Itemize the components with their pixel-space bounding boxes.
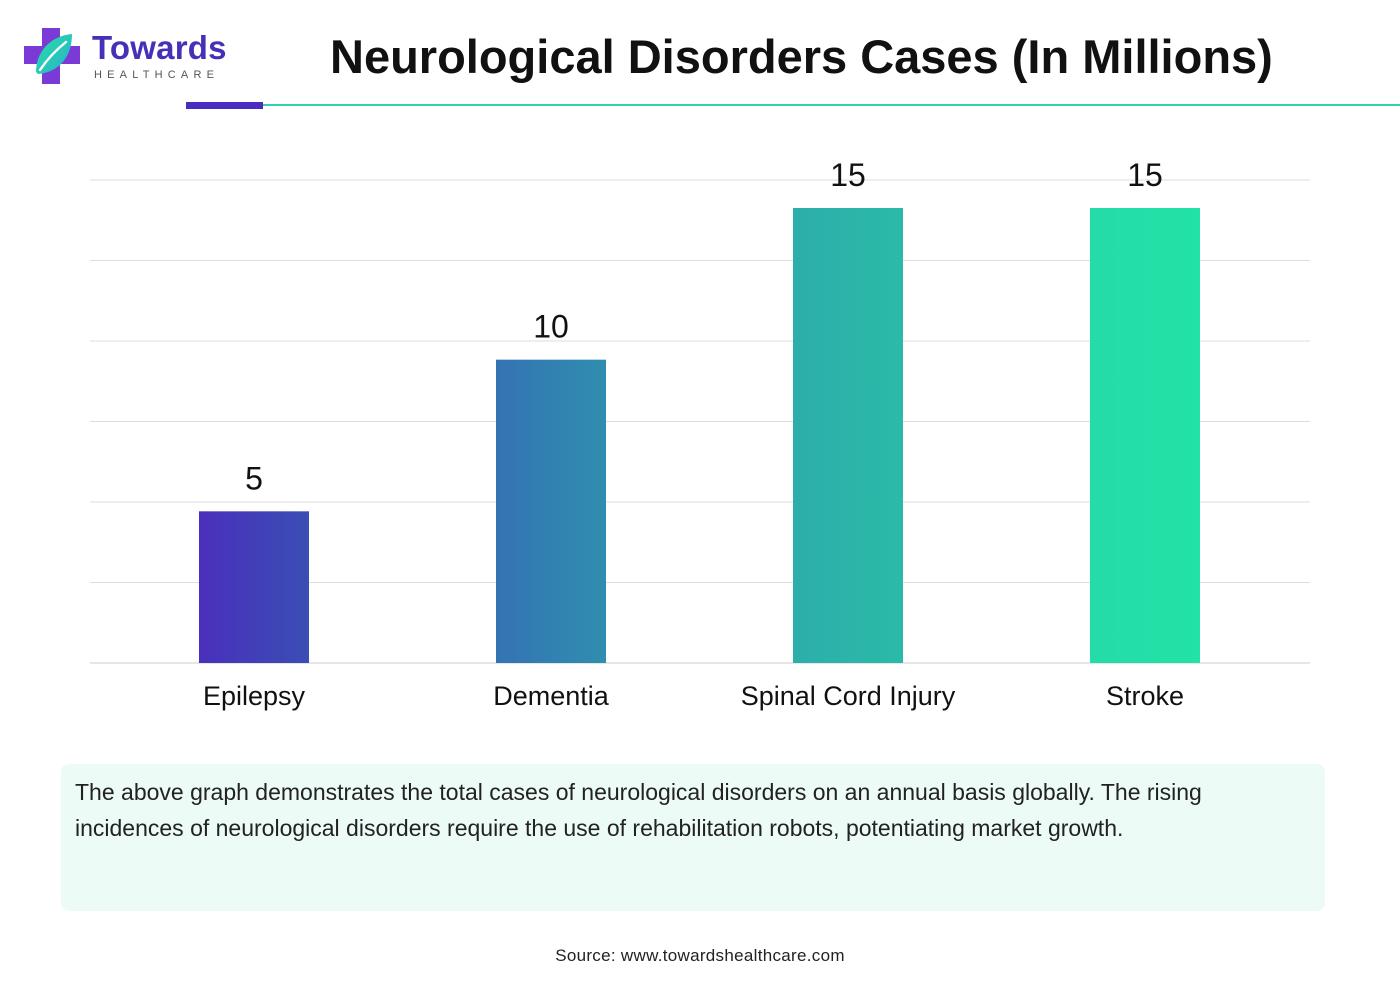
bar-value-label: 10: [533, 309, 569, 345]
category-label: Stroke: [1106, 681, 1184, 711]
description-box: The above graph demonstrates the total c…: [61, 764, 1325, 911]
bar-spinal-cord-injury: [793, 208, 903, 663]
bar-value-label: 15: [1127, 157, 1163, 193]
brand-tagline: HEALTHCARE: [94, 69, 220, 81]
category-label: Epilepsy: [203, 681, 306, 711]
value-labels: 5 10 15 15: [245, 157, 1163, 496]
page-title: Neurological Disorders Cases (In Million…: [330, 30, 1273, 83]
bars: [199, 208, 1200, 663]
description-text: The above graph demonstrates the total c…: [75, 779, 1202, 841]
title-accent-bar: [186, 102, 263, 109]
bar-value-label: 5: [245, 460, 263, 496]
bar-value-label: 15: [830, 157, 866, 193]
bar-chart: 5 10 15 15 Epilepsy Dementia Spinal Cord Inju…: [90, 157, 1310, 711]
brand-name: Towards: [92, 29, 227, 66]
bar-stroke: [1090, 208, 1200, 663]
bar-epilepsy: [199, 511, 309, 663]
medical-cross-leaf-icon: [24, 28, 80, 84]
category-label: Spinal Cord Injury: [741, 681, 956, 711]
title-underline: [262, 104, 1400, 106]
source-credit: Source: www.towardshealthcare.com: [555, 946, 845, 965]
category-label: Dementia: [493, 681, 610, 711]
category-labels: Epilepsy Dementia Spinal Cord Injury Stroke: [203, 681, 1184, 711]
bar-dementia: [496, 359, 606, 663]
brand-logo: Towards HEALTHCARE: [22, 24, 252, 90]
